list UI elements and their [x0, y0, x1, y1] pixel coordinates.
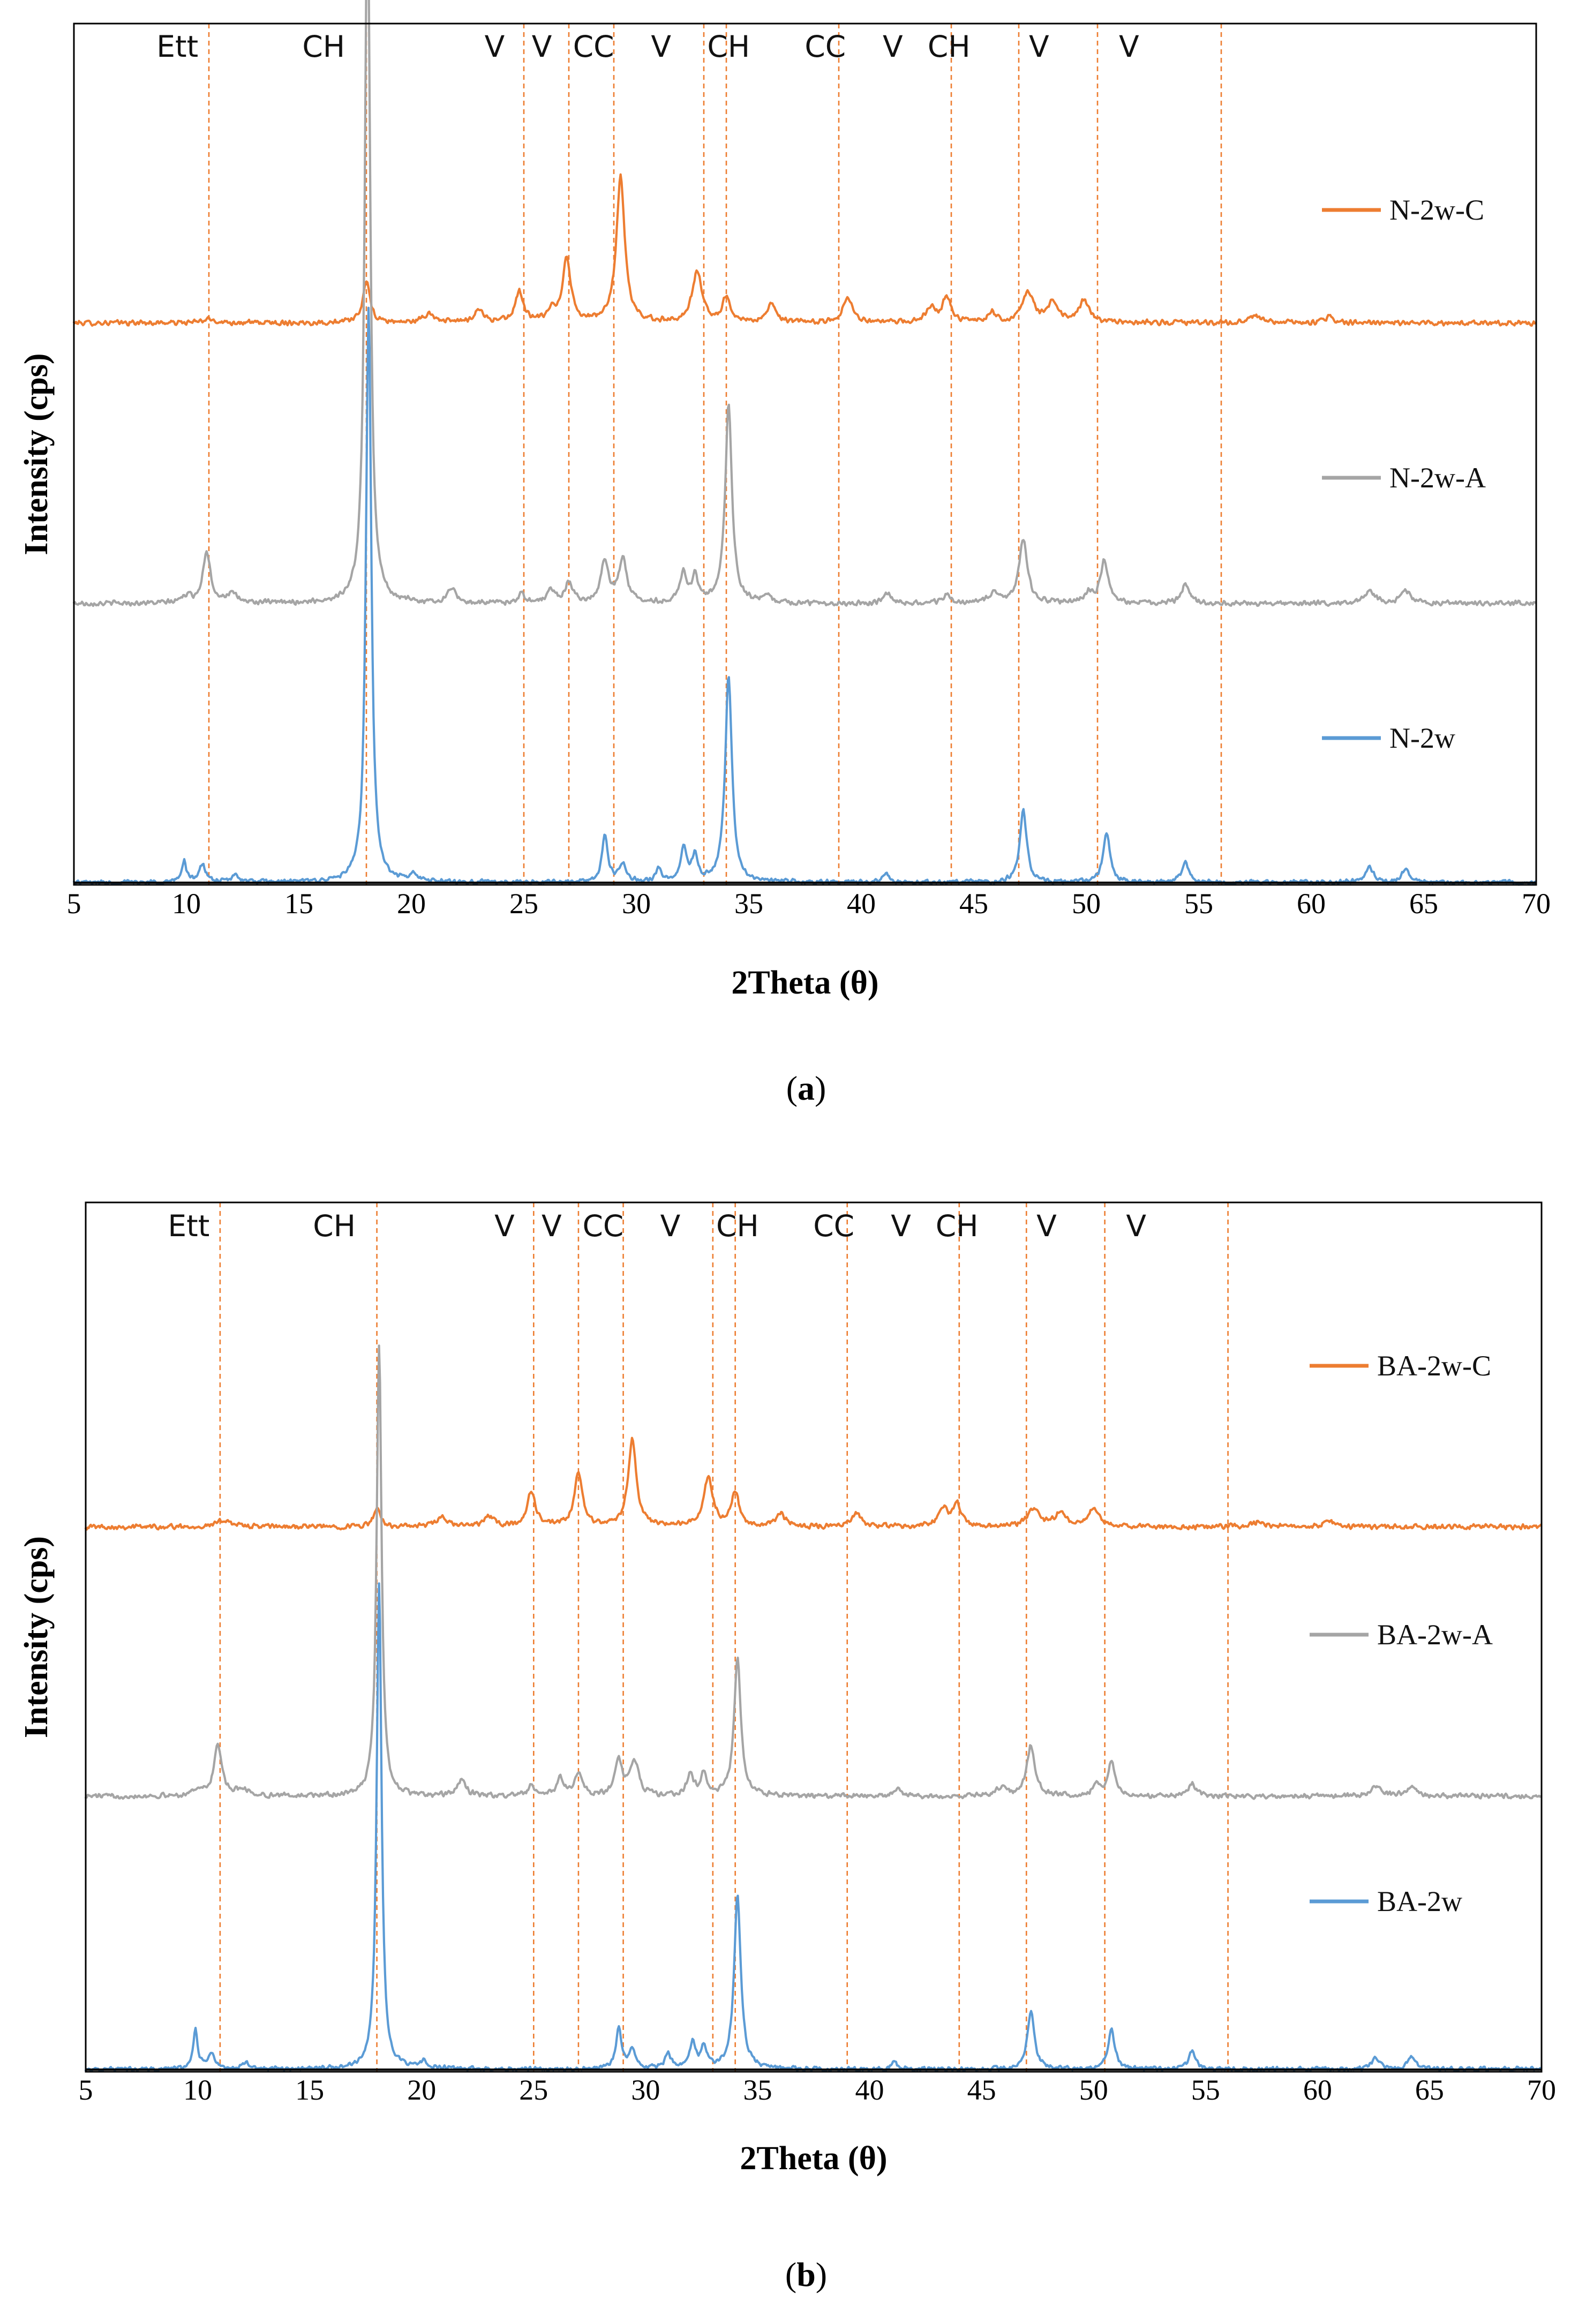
x-tick-label: 30	[622, 888, 651, 920]
phase-label: CH	[716, 1209, 759, 1243]
x-tick-label: 65	[1409, 888, 1438, 920]
x-tick-label: 35	[743, 2074, 772, 2106]
phase-label: CH	[928, 29, 971, 64]
x-tick-label: 5	[67, 888, 81, 920]
x-tick-label: 60	[1297, 888, 1326, 920]
series-line-ba-2w-c	[84, 1436, 1543, 1531]
phase-label: CH	[302, 29, 345, 64]
x-tick-label: 35	[734, 888, 763, 920]
phase-label: CH	[707, 29, 750, 64]
legend-label: N-2w-A	[1389, 462, 1486, 494]
x-tick-label: 40	[847, 888, 876, 920]
x-tick-label: 65	[1415, 2074, 1444, 2106]
x-tick-label: 5	[79, 2074, 93, 2106]
phase-label: CC	[573, 29, 614, 64]
phase-label: V	[1029, 29, 1049, 64]
series-line-n-2w-a	[72, 0, 1537, 607]
phase-label: CC	[813, 1209, 854, 1243]
x-axis-title: 2Theta (θ)	[740, 2140, 887, 2177]
phase-label: V	[494, 1209, 515, 1243]
x-tick-label: 50	[1079, 2074, 1108, 2106]
x-tick-label: 55	[1191, 2074, 1220, 2106]
phase-label: V	[660, 1209, 681, 1243]
x-tick-label: 55	[1184, 888, 1213, 920]
y-axis-title: Intensity (cps)	[18, 353, 55, 555]
phase-label: V	[485, 29, 505, 64]
legend-label: BA-2w	[1377, 1885, 1462, 1917]
phase-label: V	[883, 29, 903, 64]
phase-label: V	[891, 1209, 911, 1243]
phase-label: V	[542, 1209, 562, 1243]
x-tick-label: 40	[855, 2074, 884, 2106]
legend-label: BA-2w-C	[1377, 1350, 1491, 1382]
x-tick-label: 25	[519, 2074, 548, 2106]
phase-label: V	[532, 29, 552, 64]
series-line-n-2w	[72, 306, 1537, 886]
panel-b-chart: Ett CH V V CC V CH CC V CH V V 5 10 15 20 25 30 35 40 45 50 5…	[18, 1201, 1556, 2293]
phase-label: CH	[313, 1209, 356, 1243]
plot-frame	[85, 1201, 1543, 2073]
phase-label: CH	[936, 1209, 979, 1243]
series-line-n-2w-c	[72, 173, 1537, 327]
x-tick-label: 20	[397, 888, 426, 920]
phase-label: Ett	[168, 1209, 209, 1243]
x-tick-label: 15	[295, 2074, 324, 2106]
plot-frame	[73, 22, 1537, 886]
phase-label: V	[1126, 1209, 1146, 1243]
x-tick-label: 45	[967, 2074, 996, 2106]
phase-label: V	[1119, 29, 1139, 64]
legend-label: BA-2w-A	[1377, 1619, 1493, 1651]
x-tick-label: 60	[1303, 2074, 1332, 2106]
series-line-ba-2w	[84, 1582, 1543, 2073]
phase-label: CC	[583, 1209, 624, 1243]
x-tick-label: 70	[1522, 888, 1551, 920]
panel-a-chart: Ett CH V V CC V CH CC V CH V V 5 10 15 20 25 30 35 40 45 50 5…	[18, 0, 1551, 1107]
x-tick-label: 20	[407, 2074, 436, 2106]
phase-label: V	[1036, 1209, 1057, 1243]
panel-caption: (a)	[786, 1069, 826, 1107]
series-line-ba-2w-a	[84, 1344, 1543, 1800]
x-tick-label: 15	[284, 888, 313, 920]
legend-label: N-2w-C	[1389, 194, 1484, 226]
x-tick-label: 30	[631, 2074, 660, 2106]
x-axis-title: 2Theta (θ)	[731, 965, 878, 1001]
x-tick-label: 70	[1527, 2074, 1556, 2106]
panel-caption: (b)	[785, 2255, 827, 2293]
phase-label: V	[651, 29, 671, 64]
phase-label: Ett	[156, 29, 198, 64]
x-tick-label: 10	[183, 2074, 212, 2106]
x-tick-label: 25	[509, 888, 538, 920]
x-tick-label: 50	[1072, 888, 1101, 920]
y-axis-title: Intensity (cps)	[18, 1536, 55, 1738]
x-tick-label: 45	[959, 888, 988, 920]
x-tick-label: 10	[172, 888, 201, 920]
phase-label: CC	[805, 29, 846, 64]
legend-label: N-2w	[1389, 722, 1455, 754]
